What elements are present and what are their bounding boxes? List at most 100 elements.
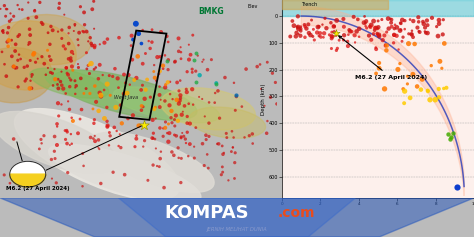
Point <box>28 75 36 79</box>
Point <box>233 95 240 99</box>
Point <box>166 92 174 96</box>
Point <box>267 95 274 99</box>
Point <box>149 118 156 122</box>
Point <box>92 66 100 69</box>
Point <box>34 57 42 61</box>
Point <box>139 145 147 149</box>
Point <box>326 33 333 37</box>
Point <box>440 87 447 90</box>
Text: Trench: Trench <box>301 2 318 7</box>
Point <box>38 55 46 59</box>
Point <box>264 60 271 64</box>
Point <box>346 29 354 33</box>
Point <box>302 27 310 30</box>
Point <box>307 33 314 37</box>
Point <box>80 91 88 95</box>
Point <box>200 58 207 62</box>
Point <box>215 142 222 146</box>
Point <box>144 178 152 182</box>
Point <box>424 23 431 27</box>
Point <box>15 53 23 56</box>
Point <box>170 153 178 157</box>
Point <box>5 26 12 29</box>
Point <box>18 8 26 12</box>
Point <box>135 124 143 128</box>
Point <box>375 66 383 70</box>
Point <box>81 23 88 27</box>
Point <box>5 38 12 42</box>
Point <box>114 77 121 80</box>
Point <box>64 130 71 134</box>
Point <box>186 142 194 146</box>
Point <box>103 105 110 109</box>
Point <box>187 53 194 57</box>
Point <box>100 88 108 92</box>
Point <box>329 24 337 28</box>
Point <box>7 12 14 15</box>
Point <box>161 99 169 103</box>
Point <box>205 134 213 138</box>
Point <box>333 18 340 22</box>
Point <box>397 28 405 32</box>
Point <box>87 136 94 139</box>
Point <box>292 31 300 35</box>
Point <box>350 15 357 19</box>
Point <box>68 116 75 120</box>
Point <box>133 76 140 80</box>
Point <box>55 114 63 118</box>
Point <box>354 18 362 21</box>
Point <box>62 47 69 51</box>
Point <box>393 26 401 29</box>
Point <box>76 117 84 121</box>
Point <box>399 18 406 22</box>
Point <box>185 102 192 106</box>
Point <box>79 184 86 188</box>
Point <box>175 102 182 105</box>
Point <box>8 18 15 22</box>
Point <box>400 87 407 91</box>
Point <box>47 58 55 62</box>
Text: M6.2 (27 April 2024): M6.2 (27 April 2024) <box>6 186 69 191</box>
Point <box>439 32 447 36</box>
Point <box>67 78 74 82</box>
Point <box>388 18 395 22</box>
Point <box>176 99 183 102</box>
Point <box>99 73 107 77</box>
Point <box>166 103 173 107</box>
Point <box>128 58 136 62</box>
Point <box>375 61 383 65</box>
Point <box>212 81 220 85</box>
Point <box>142 88 149 92</box>
Point <box>413 85 421 88</box>
Point <box>370 19 377 23</box>
Point <box>191 145 198 149</box>
Point <box>219 144 226 148</box>
Point <box>446 137 454 141</box>
Point <box>374 19 382 23</box>
Point <box>261 104 268 108</box>
Point <box>62 137 69 141</box>
Point <box>423 18 431 22</box>
Point <box>415 20 422 24</box>
Point <box>143 78 151 82</box>
Point <box>139 28 146 32</box>
Point <box>167 116 175 120</box>
Point <box>410 19 417 23</box>
Point <box>77 77 84 80</box>
Point <box>89 107 97 111</box>
Point <box>323 26 330 30</box>
Point <box>435 96 443 99</box>
Point <box>96 91 103 95</box>
Point <box>310 38 318 42</box>
Point <box>151 137 159 141</box>
Point <box>54 82 61 86</box>
Point <box>372 46 380 50</box>
Point <box>103 125 111 129</box>
Point <box>61 129 69 132</box>
Point <box>96 63 103 67</box>
Point <box>424 89 432 93</box>
Point <box>51 67 58 71</box>
Point <box>48 177 56 181</box>
Point <box>4 31 11 35</box>
Point <box>95 146 102 150</box>
